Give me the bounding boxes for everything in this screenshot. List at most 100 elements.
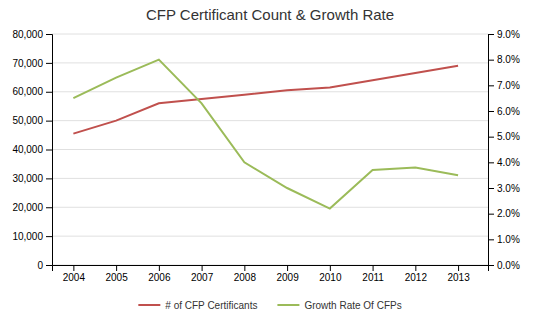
tick-mark	[488, 34, 494, 35]
tick: 7.0%	[488, 80, 520, 91]
axis-line	[53, 266, 489, 272]
tick: 1.0%	[488, 234, 520, 245]
tick-mark	[202, 265, 203, 271]
legend-swatch	[138, 304, 160, 306]
grid-line	[52, 34, 488, 35]
grid-line	[52, 236, 488, 237]
tick-label: 0	[37, 260, 43, 271]
series-line	[73, 60, 458, 209]
tick-label: 50,000	[12, 115, 43, 126]
tick-mark	[488, 111, 494, 112]
legend-label: Growth Rate Of CFPs	[304, 300, 401, 311]
tick: 40,000	[12, 144, 52, 155]
tick: 3.0%	[488, 183, 520, 194]
tick-mark	[46, 34, 52, 35]
tick-mark	[488, 162, 494, 163]
axis-line	[489, 35, 495, 266]
tick: 9.0%	[488, 29, 520, 40]
tick: 2008	[234, 265, 257, 283]
tick-label: 2012	[405, 272, 428, 283]
tick-label: 6.0%	[497, 106, 520, 117]
tick: 30,000	[12, 173, 52, 184]
tick: 2009	[276, 265, 299, 283]
tick: 50,000	[12, 115, 52, 126]
tick-label: 1.0%	[497, 234, 520, 245]
legend-label: # of CFP Certificants	[165, 300, 257, 311]
tick-mark	[488, 60, 494, 61]
tick-label: 80,000	[12, 29, 43, 40]
tick-label: 4.0%	[497, 157, 520, 168]
series-line	[73, 66, 458, 134]
tick-mark	[330, 265, 331, 271]
tick-label: 2005	[105, 272, 128, 283]
plot: 2004200520062007200820092010201120122013…	[12, 29, 519, 283]
legend-item: Growth Rate Of CFPs	[277, 300, 401, 311]
legend-item: # of CFP Certificants	[138, 300, 257, 311]
tick-mark	[488, 214, 494, 215]
tick: 2007	[191, 265, 214, 283]
tick-label: 7.0%	[497, 80, 520, 91]
tick-label: 8.0%	[497, 54, 520, 65]
tick-label: 2010	[319, 272, 342, 283]
legend-swatch	[277, 304, 299, 306]
legend: # of CFP Certificants Growth Rate Of CFPs	[138, 300, 401, 311]
tick-mark	[46, 121, 52, 122]
tick-label: 2006	[148, 272, 171, 283]
tick-mark	[46, 178, 52, 179]
tick: 10,000	[12, 231, 52, 242]
grid-line	[52, 149, 488, 150]
tick: 2012	[405, 265, 428, 283]
tick-mark	[488, 137, 494, 138]
tick: 6.0%	[488, 106, 520, 117]
tick-mark	[488, 85, 494, 86]
tick-label: 70,000	[12, 58, 43, 69]
tick-label: 60,000	[12, 86, 43, 97]
chart: 2004200520062007200820092010201120122013…	[0, 0, 534, 317]
grid-line	[52, 62, 488, 63]
tick-mark	[46, 63, 52, 64]
tick-label: 3.0%	[497, 183, 520, 194]
tick-mark	[73, 265, 74, 271]
tick-mark	[488, 265, 494, 266]
tick-label: 2009	[276, 272, 299, 283]
tick-label: 0.0%	[497, 260, 520, 271]
tick-mark	[46, 150, 52, 151]
tick-label: 30,000	[12, 173, 43, 184]
tick-mark	[159, 265, 160, 271]
tick-mark	[46, 207, 52, 208]
tick: 2013	[447, 265, 470, 283]
marks	[73, 60, 458, 209]
tick-label: 2.0%	[497, 208, 520, 219]
tick-mark	[46, 92, 52, 93]
tick-mark	[46, 265, 52, 266]
x-axis: 2004200520062007200820092010201120122013	[53, 265, 489, 283]
tick-mark	[488, 239, 494, 240]
tick: 2.0%	[488, 208, 520, 219]
tick-mark	[287, 265, 288, 271]
axis-line	[46, 35, 53, 266]
tick-mark	[46, 236, 52, 237]
tick-label: 2007	[191, 272, 214, 283]
tick-label: 20,000	[12, 202, 43, 213]
tick-label: 2008	[234, 272, 257, 283]
tick: 70,000	[12, 58, 52, 69]
tick-mark	[488, 188, 494, 189]
tick-label: 9.0%	[497, 29, 520, 40]
tick-mark	[373, 265, 374, 271]
tick: 4.0%	[488, 157, 520, 168]
tick: 2005	[105, 265, 128, 283]
tick: 5.0%	[488, 131, 520, 142]
tick: 2010	[319, 265, 342, 283]
tick: 2006	[148, 265, 171, 283]
tick-mark	[116, 265, 117, 271]
tick-mark	[415, 265, 416, 271]
tick-label: 40,000	[12, 144, 43, 155]
tick-label: 5.0%	[497, 131, 520, 142]
tick: 2004	[63, 265, 86, 283]
y2-axis: 0.0% 1.0% 2.0% 3.0% 4.0% 5.0% 6.0% 7.0% 8.0% 9.0%	[488, 29, 520, 271]
tick: 0.0%	[488, 260, 520, 271]
tick-label: 2013	[447, 272, 470, 283]
tick: 8.0%	[488, 54, 520, 65]
tick-label: 2004	[63, 272, 86, 283]
tick-mark	[244, 265, 245, 271]
